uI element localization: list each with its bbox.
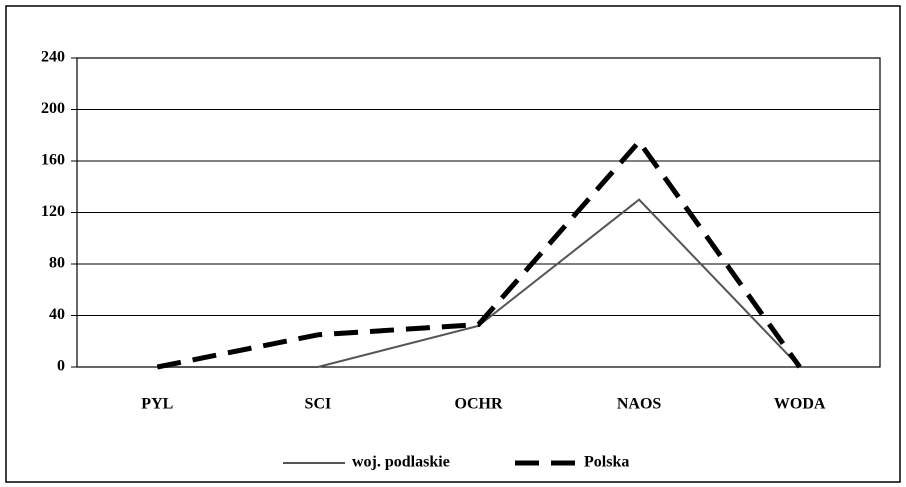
legend-label: woj. podlaskie [352,454,450,471]
x-tick-label: NAOS [617,396,662,413]
y-tick-label: 40 [49,306,65,323]
x-tick-label: SCI [305,396,332,413]
y-tick-label: 120 [41,203,65,220]
y-tick-label: 0 [57,358,65,375]
legend-label: Polska [584,454,629,471]
chart-border [5,5,901,483]
x-tick-label: WODA [774,396,826,413]
y-tick-label: 200 [41,100,65,117]
y-tick-label: 160 [41,152,65,169]
y-tick-label: 80 [49,255,65,272]
y-tick-label: 240 [41,49,65,66]
x-tick-label: PYL [141,396,173,413]
x-tick-label: OCHR [455,396,503,413]
series-line [156,137,802,370]
